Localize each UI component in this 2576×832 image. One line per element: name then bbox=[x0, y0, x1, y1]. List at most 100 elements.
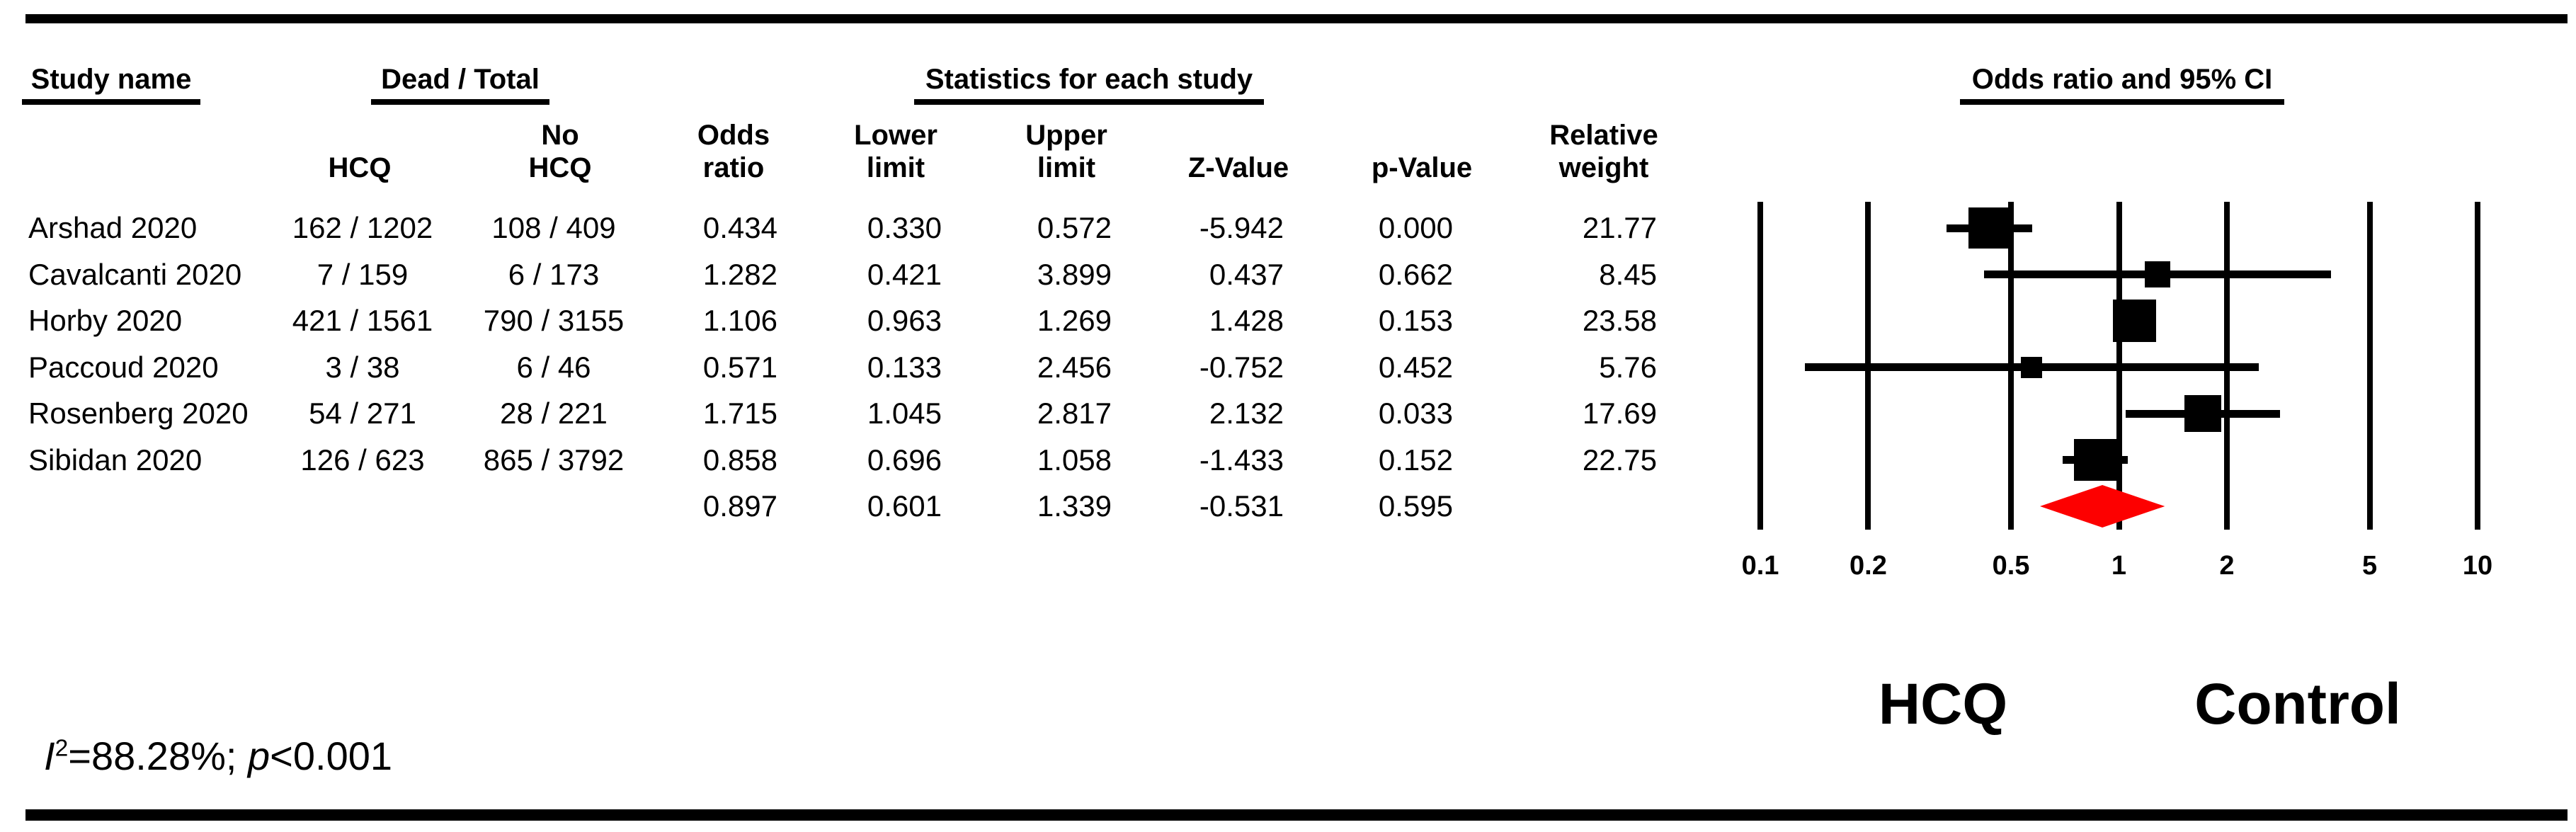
p-threshold-value: <0.001 bbox=[270, 734, 392, 778]
relative-weight-value: 17.69 bbox=[1582, 397, 1657, 430]
upper-limit-value: 1.058 bbox=[1037, 443, 1112, 477]
relative-weight-value: 22.75 bbox=[1582, 443, 1657, 477]
lower-limit-value: 0.133 bbox=[867, 350, 942, 384]
relative-weight-value: 8.45 bbox=[1599, 257, 1657, 291]
column-header-z-value: Z-Value bbox=[1139, 122, 1338, 184]
column-group-study-name: Study name bbox=[22, 64, 200, 105]
dead-total-no-hcq: 790 / 3155 bbox=[483, 304, 625, 337]
p-value: 0.452 bbox=[1378, 350, 1453, 384]
column-header-relative-weight: Relative weight bbox=[1505, 120, 1703, 184]
study-name: Paccoud 2020 bbox=[28, 350, 219, 384]
lower-limit-value: 1.045 bbox=[867, 397, 942, 430]
lower-limit-value: 0.421 bbox=[867, 257, 942, 291]
column-group-dead-total: Dead / Total bbox=[371, 64, 549, 105]
dead-total-no-hcq: 865 / 3792 bbox=[483, 443, 625, 477]
dead-total-no-hcq: 108 / 409 bbox=[491, 211, 616, 244]
study-effect-square bbox=[2184, 394, 2222, 433]
axis-gridline bbox=[2475, 202, 2480, 530]
column-header-no-hcq-line2: HCQ bbox=[528, 152, 592, 183]
dead-total-hcq: 162 / 1202 bbox=[292, 211, 433, 244]
p-value: 0.000 bbox=[1378, 211, 1453, 244]
axis-tick-label: 1 bbox=[2111, 551, 2127, 581]
p-value: 0.662 bbox=[1378, 257, 1453, 291]
upper-limit-value: 2.456 bbox=[1037, 350, 1112, 384]
column-header-upper-limit-line1: Upper bbox=[1025, 120, 1107, 151]
dead-total-no-hcq: 6 / 173 bbox=[508, 257, 600, 291]
axis-tick-label: 0.5 bbox=[1992, 551, 2030, 581]
dead-total-hcq: 421 / 1561 bbox=[292, 304, 433, 337]
z-value: -1.433 bbox=[1199, 443, 1284, 477]
column-header-lower-limit-line2: limit bbox=[866, 152, 925, 183]
study-effect-square bbox=[2021, 356, 2043, 378]
relative-weight-value: 5.76 bbox=[1599, 350, 1657, 384]
heterogeneity-note: I2=88.28%; p<0.001 bbox=[44, 734, 392, 779]
upper-limit-value: 3.899 bbox=[1037, 257, 1112, 291]
column-header-hcq-line: HCQ bbox=[328, 152, 392, 183]
study-name: Rosenberg 2020 bbox=[28, 397, 249, 430]
i-squared-value: =88.28%; bbox=[68, 734, 248, 778]
summary-diamond-shape bbox=[2039, 485, 2165, 528]
z-value: -5.942 bbox=[1199, 211, 1284, 244]
bottom-rule bbox=[25, 809, 2568, 821]
lower-limit-value: 0.330 bbox=[867, 211, 942, 244]
axis-gridline bbox=[2366, 202, 2373, 530]
odds-ratio-value: 1.106 bbox=[702, 304, 777, 337]
p-symbol: p bbox=[248, 734, 270, 778]
p-value: 0.152 bbox=[1378, 443, 1453, 477]
column-header-p-value: p-Value bbox=[1323, 122, 1521, 184]
dead-total-no-hcq: 28 / 221 bbox=[500, 397, 608, 430]
study-name: Horby 2020 bbox=[28, 304, 183, 337]
study-name: Arshad 2020 bbox=[28, 211, 198, 244]
column-header-lower-limit: Lower limit bbox=[797, 120, 995, 184]
dead-total-hcq: 126 / 623 bbox=[300, 443, 425, 477]
top-rule bbox=[25, 14, 2568, 23]
lower-limit-value: 0.963 bbox=[867, 304, 942, 337]
column-header-odds-ratio: Odds ratio bbox=[634, 120, 833, 184]
lower-limit-value: 0.696 bbox=[867, 443, 942, 477]
odds-ratio-value: 0.434 bbox=[702, 211, 777, 244]
column-header-relative-weight-line1: Relative bbox=[1549, 120, 1658, 151]
summary-diamond bbox=[2039, 485, 2165, 528]
odds-ratio-value: 1.715 bbox=[702, 397, 777, 430]
odds-ratio-value: 0.858 bbox=[702, 443, 777, 477]
axis-tick-label: 0.2 bbox=[1850, 551, 1887, 581]
z-value: 2.132 bbox=[1209, 397, 1284, 430]
dead-total-no-hcq: 6 / 46 bbox=[516, 350, 591, 384]
plot-title-odds-ratio-ci: Odds ratio and 95% CI bbox=[1960, 64, 2284, 105]
relative-weight-value: 21.77 bbox=[1582, 211, 1657, 244]
summary-odds-ratio-value: 0.897 bbox=[702, 489, 777, 523]
odds-ratio-value: 1.282 bbox=[702, 257, 777, 291]
relative-weight-value: 23.58 bbox=[1582, 304, 1657, 337]
column-header-z-value-line: Z-Value bbox=[1187, 152, 1289, 183]
study-effect-square bbox=[2074, 438, 2116, 481]
upper-limit-value: 0.572 bbox=[1037, 211, 1112, 244]
upper-limit-value: 2.817 bbox=[1037, 397, 1112, 430]
upper-limit-value: 1.269 bbox=[1037, 304, 1112, 337]
dead-total-hcq: 3 / 38 bbox=[325, 350, 400, 384]
study-name: Sibidan 2020 bbox=[28, 443, 203, 477]
axis-tick-label: 5 bbox=[2361, 551, 2378, 581]
study-effect-square bbox=[2113, 299, 2156, 343]
column-header-upper-limit: Upper limit bbox=[967, 120, 1166, 184]
z-value: -0.752 bbox=[1199, 350, 1284, 384]
axis-tick-label: 2 bbox=[2219, 551, 2235, 581]
column-header-odds-ratio-line1: Odds bbox=[697, 120, 770, 151]
study-name: Cavalcanti 2020 bbox=[28, 257, 242, 291]
favors-right-label: Control bbox=[2194, 672, 2401, 736]
dead-total-hcq: 54 / 271 bbox=[309, 397, 416, 430]
p-value: 0.033 bbox=[1378, 397, 1453, 430]
z-value: 0.437 bbox=[1209, 257, 1284, 291]
odds-ratio-value: 0.571 bbox=[702, 350, 777, 384]
column-header-no-hcq-line1: No bbox=[541, 120, 579, 151]
favors-left-label: HCQ bbox=[1878, 672, 2008, 736]
column-group-statistics: Statistics for each study bbox=[914, 64, 1264, 105]
column-header-hcq: HCQ bbox=[261, 122, 459, 184]
z-value: 1.428 bbox=[1209, 304, 1284, 337]
summary-upper-limit-value: 1.339 bbox=[1037, 489, 1112, 523]
summary-p-value: 0.595 bbox=[1378, 489, 1453, 523]
axis-tick-label: 10 bbox=[2462, 551, 2493, 581]
axis-gridline bbox=[1757, 202, 1763, 530]
i-squared-exponent: 2 bbox=[55, 735, 69, 762]
column-header-p-value-line: p-Value bbox=[1371, 152, 1473, 183]
column-header-upper-limit-line2: limit bbox=[1037, 152, 1096, 183]
